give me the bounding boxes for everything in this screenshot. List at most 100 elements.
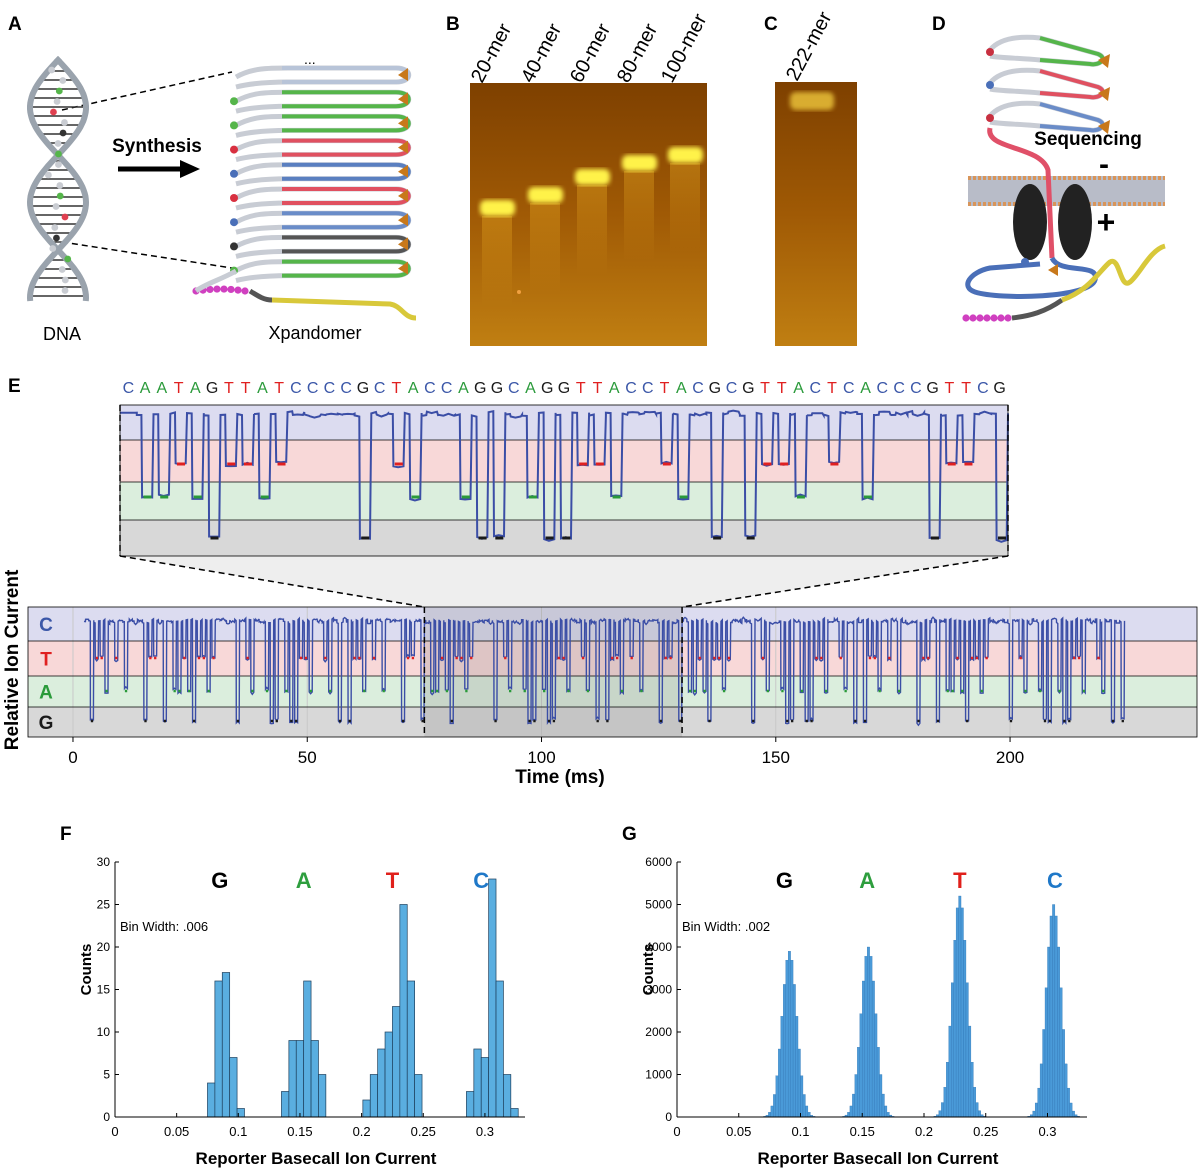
- bar: [879, 1074, 883, 1118]
- y-tick-label: 15: [97, 983, 111, 997]
- panel-d: Sequencing - +: [962, 34, 1166, 322]
- sequence-letter: C: [374, 380, 386, 397]
- bar: [392, 1006, 401, 1118]
- bar: [1057, 946, 1060, 1118]
- bar: [849, 1105, 853, 1118]
- level-label: C: [39, 615, 53, 636]
- sequence-letter: T: [660, 380, 670, 397]
- gel-band: [528, 187, 563, 203]
- loop-backbone: [234, 186, 412, 211]
- sequence-letter: G: [926, 380, 938, 397]
- sequence-letter: G: [474, 380, 486, 397]
- x-tick-label: 0: [673, 1124, 680, 1139]
- bar: [951, 982, 954, 1118]
- bar: [958, 895, 962, 1118]
- bar: [488, 878, 497, 1118]
- sequence-letter: T: [576, 380, 586, 397]
- linker: [1011, 297, 1064, 321]
- sequence-letter: C: [123, 380, 135, 397]
- reporter: [282, 66, 411, 84]
- gel-speck: [517, 290, 521, 294]
- y-tick-label: 2000: [645, 1025, 672, 1039]
- sequence-letter: C: [877, 380, 889, 397]
- sequence-letter: T: [944, 380, 954, 397]
- bar: [975, 1102, 979, 1118]
- bar: [1049, 915, 1053, 1118]
- gel-band: [668, 147, 703, 163]
- plus-sign: +: [1097, 204, 1116, 240]
- y-tick-label: 1000: [645, 1068, 672, 1082]
- sequence-letter: T: [274, 380, 284, 397]
- loop-backbone: [234, 234, 412, 259]
- sequence-letter: C: [424, 380, 436, 397]
- x-tick-label: 50: [298, 748, 317, 767]
- bar: [790, 960, 794, 1118]
- nucleotide: [52, 203, 60, 210]
- sequence-letter: C: [977, 380, 989, 397]
- nucleotide: [55, 161, 62, 168]
- bar: [876, 1047, 880, 1118]
- monomer: [986, 81, 994, 89]
- loop-backbone: [234, 113, 412, 138]
- monomer: [1021, 258, 1029, 266]
- bar: [946, 1062, 949, 1118]
- gel-smear: [670, 163, 700, 253]
- y-tick-label: 6000: [645, 855, 672, 869]
- bar: [310, 1040, 319, 1118]
- panel-label: C: [764, 14, 778, 35]
- nucleotide: [44, 171, 52, 179]
- monomer: [230, 145, 238, 154]
- level-band: [120, 405, 1008, 440]
- bar: [473, 1048, 482, 1118]
- bar: [221, 972, 231, 1118]
- y-tick-label: 5000: [645, 898, 672, 912]
- reporter: [282, 138, 411, 157]
- sequence-letter: C: [843, 380, 855, 397]
- bar: [864, 956, 868, 1118]
- bar: [795, 1016, 799, 1118]
- level-label: T: [40, 650, 52, 671]
- bin-width: Bin Width: .006: [120, 919, 208, 934]
- bar: [886, 1112, 890, 1118]
- bar: [1064, 1063, 1068, 1118]
- sequence-letter: T: [827, 380, 837, 397]
- bar: [768, 1112, 772, 1118]
- sequence-letter: G: [993, 380, 1005, 397]
- peak-letter: C: [1047, 868, 1063, 893]
- bar: [867, 946, 870, 1118]
- y-tick-label: 25: [97, 898, 111, 912]
- bar: [871, 980, 875, 1118]
- trace-frame: [27, 606, 1198, 738]
- sequence-letter: C: [642, 380, 654, 397]
- helix-strand: [26, 55, 90, 302]
- bar: [510, 1108, 519, 1118]
- x-tick-label: 0.05: [164, 1124, 189, 1139]
- x-tick-label: 200: [996, 748, 1024, 767]
- tag: [241, 287, 249, 295]
- reporter: [987, 127, 1055, 259]
- bar: [303, 980, 312, 1118]
- sequence-letter: G: [491, 380, 503, 397]
- zoom-line: [681, 555, 1009, 608]
- sequence-letter: T: [593, 380, 603, 397]
- bin-width: Bin Width: .002: [682, 919, 770, 934]
- gel-band: [790, 92, 834, 110]
- cap: [398, 237, 408, 251]
- x-tick-label: 0.2: [353, 1124, 371, 1139]
- bar: [775, 1075, 779, 1118]
- tag: [990, 314, 998, 322]
- bar: [770, 1105, 774, 1118]
- sequence-letter: A: [140, 380, 151, 397]
- x-tick-label: 0.15: [287, 1124, 312, 1139]
- x-tick-label: 0.05: [726, 1124, 751, 1139]
- y-tick-label: 4000: [645, 940, 672, 954]
- arrow-label: Synthesis: [112, 136, 202, 157]
- bar: [847, 1112, 851, 1118]
- sequence-letter: C: [324, 380, 336, 397]
- zoom-line: [61, 71, 233, 111]
- bar: [1067, 1087, 1070, 1118]
- bar: [783, 984, 786, 1118]
- x-tick-label: 100: [527, 748, 555, 767]
- sequence-letter: C: [441, 380, 453, 397]
